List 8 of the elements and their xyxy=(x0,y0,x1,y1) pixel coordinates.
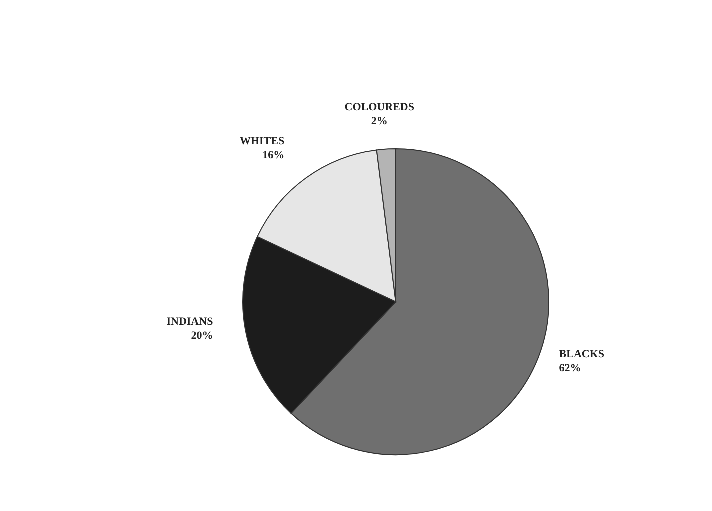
data-label: 62% xyxy=(559,362,582,375)
slice-label: BLACKS xyxy=(559,348,605,361)
slice-label: WHITES xyxy=(240,136,285,148)
slice-label: INDIANS xyxy=(166,316,214,328)
data-label: 20% xyxy=(191,330,214,342)
slice-label: COLOUREDS xyxy=(344,101,414,114)
data-label: 2% xyxy=(371,115,388,128)
data-label: 16% xyxy=(262,150,285,162)
